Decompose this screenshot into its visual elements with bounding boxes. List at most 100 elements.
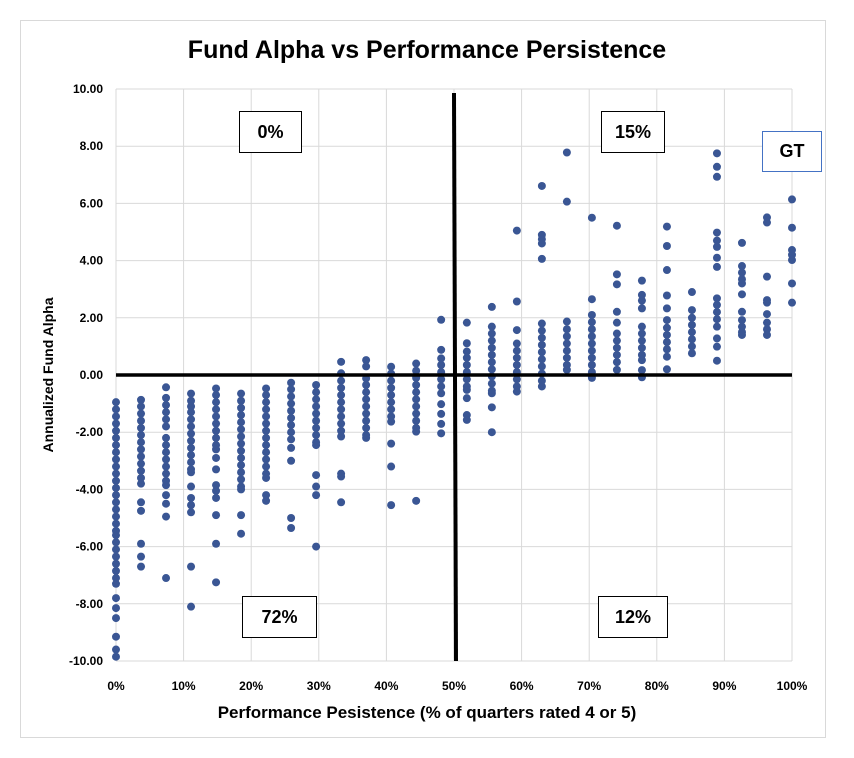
data-point <box>112 455 120 464</box>
data-point <box>662 316 671 325</box>
data-point <box>712 308 721 317</box>
data-point <box>487 302 496 311</box>
data-point <box>137 423 146 432</box>
data-point <box>112 574 120 583</box>
data-point <box>112 538 120 547</box>
data-point <box>788 223 796 232</box>
data-point <box>112 491 120 500</box>
data-point <box>687 313 696 322</box>
data-point <box>437 382 446 391</box>
data-point <box>237 511 246 520</box>
y-axis-label: Annualized Fund Alpha <box>40 297 56 453</box>
data-point <box>512 375 521 384</box>
data-point <box>337 391 346 400</box>
data-point <box>637 322 646 331</box>
data-point <box>112 632 120 641</box>
data-point <box>237 396 246 405</box>
data-point <box>737 307 746 316</box>
data-point <box>512 360 521 369</box>
data-point <box>462 375 471 384</box>
data-point <box>637 304 646 313</box>
data-point <box>487 428 496 437</box>
data-point <box>487 322 496 331</box>
data-point <box>788 298 796 307</box>
data-point <box>287 413 296 422</box>
data-point <box>637 290 646 299</box>
data-point <box>362 423 371 432</box>
data-point <box>137 459 146 468</box>
data-point <box>788 195 796 204</box>
data-point <box>712 300 721 309</box>
data-point <box>212 426 221 435</box>
data-point <box>637 366 646 375</box>
data-point <box>337 432 346 441</box>
data-point <box>112 469 120 478</box>
data-point <box>112 462 120 471</box>
data-point <box>112 552 120 561</box>
data-point <box>712 262 721 271</box>
data-point <box>137 409 146 418</box>
data-point <box>187 508 196 517</box>
data-point <box>112 398 120 407</box>
data-point <box>362 416 371 425</box>
data-point <box>537 326 546 335</box>
y-tick-label: 2.00 <box>80 311 104 325</box>
data-point <box>512 353 521 362</box>
data-point <box>512 297 521 306</box>
data-point <box>187 422 196 431</box>
data-point <box>137 506 146 515</box>
data-point <box>437 400 446 409</box>
data-point <box>162 499 171 508</box>
data-point <box>112 498 120 507</box>
y-tick-label: 0.00 <box>80 368 104 382</box>
data-point <box>662 345 671 354</box>
data-point <box>137 452 146 461</box>
data-point <box>162 441 171 450</box>
y-tick-label: -10.00 <box>69 654 103 668</box>
data-point <box>537 362 546 371</box>
x-axis-label: Performance Pesistence (% of quarters ra… <box>217 703 637 722</box>
data-point <box>137 473 146 482</box>
data-point <box>237 529 246 538</box>
data-point <box>737 268 746 277</box>
data-point <box>337 498 346 507</box>
data-point <box>337 398 346 407</box>
x-tick-label: 80% <box>645 679 669 693</box>
data-point <box>137 395 146 404</box>
data-point <box>412 427 421 436</box>
data-point <box>788 256 796 265</box>
data-point <box>262 441 271 450</box>
data-point <box>212 419 221 428</box>
data-point <box>562 148 571 157</box>
data-point <box>262 419 271 428</box>
data-point <box>262 455 271 464</box>
data-point <box>287 378 296 387</box>
data-point <box>762 325 771 334</box>
data-point <box>712 149 721 158</box>
data-point <box>412 359 421 368</box>
data-point <box>187 429 196 438</box>
data-point <box>387 383 396 392</box>
data-point <box>237 425 246 434</box>
data-point <box>212 453 221 462</box>
data-point <box>137 402 146 411</box>
data-point <box>487 336 496 345</box>
data-point <box>762 218 771 227</box>
data-point <box>337 426 346 435</box>
data-point <box>612 318 621 327</box>
x-tick-label: 30% <box>307 679 331 693</box>
data-point <box>187 402 196 411</box>
quadrant-label-bottom-left: 72% <box>242 596 317 638</box>
data-point <box>637 336 646 345</box>
data-point <box>162 512 171 521</box>
data-point <box>462 360 471 369</box>
data-point <box>212 391 221 400</box>
data-point <box>162 574 171 583</box>
data-point <box>112 405 120 414</box>
data-point <box>237 475 246 484</box>
data-point <box>537 239 546 248</box>
data-point <box>337 472 346 481</box>
data-point <box>212 433 221 442</box>
data-point <box>387 501 396 510</box>
data-point <box>237 446 246 455</box>
